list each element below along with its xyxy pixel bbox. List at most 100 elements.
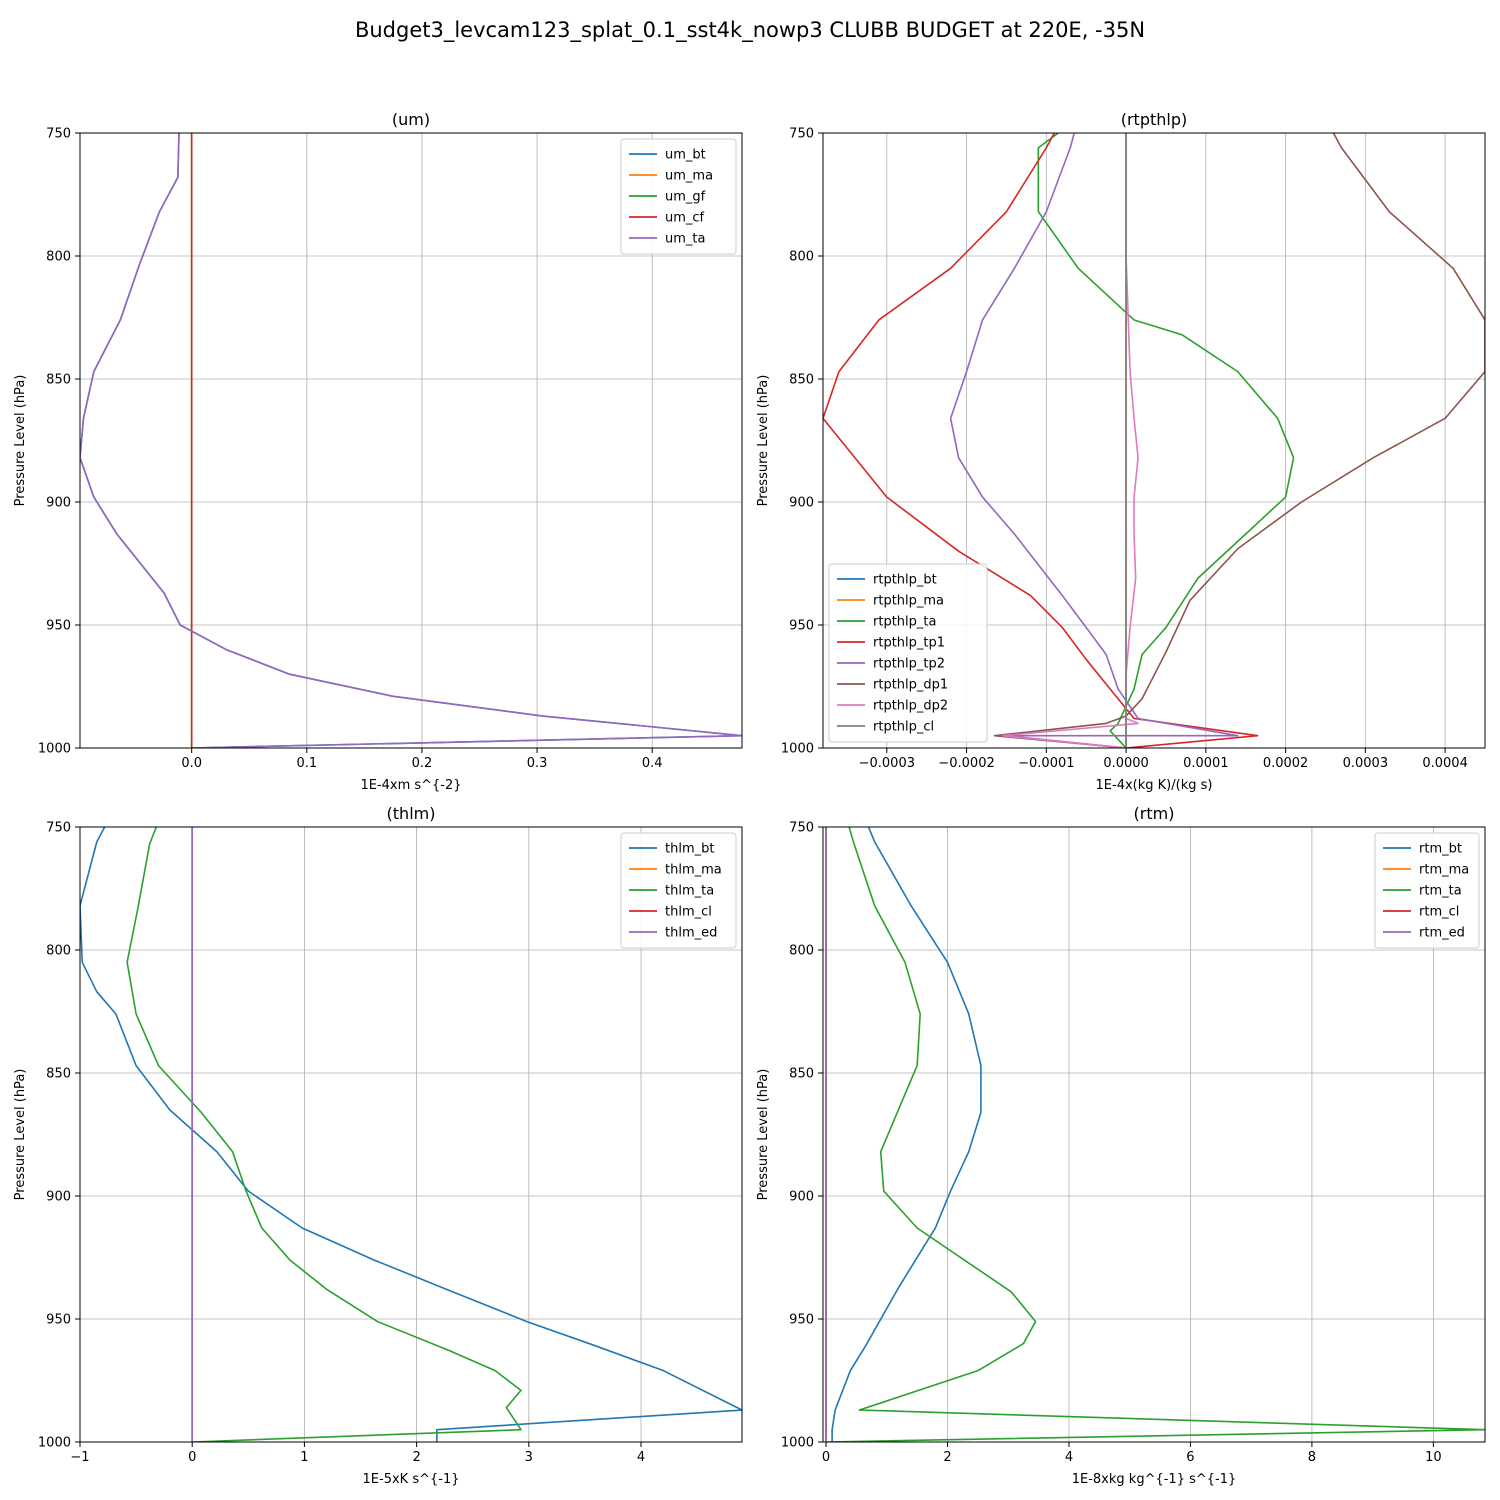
x-tick-label: 6 <box>1186 1450 1194 1465</box>
y-tick-label: 900 <box>789 496 814 511</box>
y-tick-label: 850 <box>46 373 71 388</box>
legend-label: rtm_bt <box>1419 842 1462 857</box>
y-tick-label: 1000 <box>781 742 814 757</box>
y-tick-label: 900 <box>46 496 71 511</box>
legend: um_bt um_ma um_gf um_cf um_ta <box>620 138 737 255</box>
x-axis-label: 1E-4x(kg K)/(kg s) <box>1096 778 1213 793</box>
y-tick-label: 800 <box>789 944 814 959</box>
x-tick-label: 0.4 <box>642 756 663 771</box>
y-tick-label: 800 <box>46 944 71 959</box>
x-tick-label: 0.3 <box>527 756 548 771</box>
legend-box <box>828 563 988 743</box>
series-group <box>80 827 742 1442</box>
x-tick-label: 0.1 <box>296 756 317 771</box>
legend-label: um_bt <box>665 148 706 163</box>
y-tick-label: 1000 <box>38 742 71 757</box>
legend-label: um_cf <box>665 211 705 226</box>
x-tick-label: 0.0003 <box>1343 756 1389 771</box>
y-tick-label: 900 <box>789 1190 814 1205</box>
series-group <box>825 827 1485 1442</box>
panel-1: 0.0 0.1 0.2 0.3 0.4 750 800 850 900 950 1000 (um) 1E… <box>13 110 743 793</box>
panel-title: (rtm) <box>1134 804 1175 823</box>
legend-label: thlm_bt <box>665 842 714 857</box>
legend-label: rtm_ta <box>1419 884 1462 899</box>
x-tick-label: 0 <box>822 1450 830 1465</box>
series-line-rtpthlp_dp1 <box>993 133 1485 748</box>
series-line-rtpthlp_tp2 <box>949 133 1239 748</box>
x-tick-label: 0.0001 <box>1183 756 1229 771</box>
x-tick-label: 4 <box>1065 1450 1073 1465</box>
axes-frame <box>822 132 1486 749</box>
y-tick-label: 950 <box>46 619 71 634</box>
panel-title: (thlm) <box>387 804 436 823</box>
panel-title: (rtpthlp) <box>1121 110 1188 129</box>
y-tick-label: 750 <box>46 821 71 836</box>
x-tick-label: 0.0004 <box>1422 756 1468 771</box>
legend-label: rtpthlp_ta <box>873 615 936 630</box>
y-tick-label: 950 <box>789 1313 814 1328</box>
y-tick-label: 750 <box>46 127 71 142</box>
y-tick-label: 850 <box>789 1067 814 1082</box>
x-tick-label: −0.0002 <box>938 756 994 771</box>
x-tick-label: 4 <box>637 1450 645 1465</box>
legend-box <box>1374 832 1480 949</box>
series-line-rtpthlp_ta <box>1037 133 1295 748</box>
x-tick-label: −0.0003 <box>859 756 915 771</box>
axes-frame <box>79 826 743 1443</box>
series-line-um_ta <box>80 133 742 748</box>
y-axis-label: Pressure Level (hPa) <box>756 1069 771 1201</box>
x-tick-label: 0.2 <box>412 756 433 771</box>
y-tick-label: 800 <box>789 250 814 265</box>
y-tick-label: 950 <box>46 1313 71 1328</box>
series-group <box>80 133 742 748</box>
legend-label: rtpthlp_cl <box>873 720 934 735</box>
legend-label: thlm_ta <box>665 884 714 899</box>
x-tick-label: 8 <box>1308 1450 1316 1465</box>
x-tick-label: 0.0002 <box>1263 756 1309 771</box>
y-tick-label: 900 <box>46 1190 71 1205</box>
series-line-rtm_ta <box>826 827 1485 1442</box>
y-tick-label: 850 <box>46 1067 71 1082</box>
y-tick-label: 800 <box>46 250 71 265</box>
y-tick-label: 1000 <box>38 1436 71 1451</box>
legend-label: rtpthlp_ma <box>873 594 944 609</box>
legend-label: um_gf <box>665 190 706 205</box>
y-tick-label: 950 <box>789 619 814 634</box>
legend-label: um_ma <box>665 169 713 184</box>
series-line-rtpthlp_tp1 <box>823 133 1259 748</box>
legend-label: rtm_ma <box>1419 863 1469 878</box>
x-tick-label: 2 <box>412 1450 420 1465</box>
legend-label: thlm_cl <box>665 905 712 920</box>
x-tick-label: 3 <box>525 1450 533 1465</box>
x-tick-label: 0 <box>188 1450 196 1465</box>
panel-title: (um) <box>392 110 430 129</box>
figure-suptitle: Budget3_levcam123_splat_0.1_sst4k_nowp3 … <box>355 18 1145 43</box>
y-tick-label: 850 <box>789 373 814 388</box>
y-tick-label: 750 <box>789 127 814 142</box>
series-line-thlm_bt <box>80 827 742 1442</box>
legend: rtm_bt rtm_ma rtm_ta rtm_cl rtm_ed <box>1374 832 1480 949</box>
x-axis-label: 1E-5xK s^{-1} <box>363 1472 460 1487</box>
x-tick-label: 0.0000 <box>1103 756 1149 771</box>
legend-label: rtpthlp_dp1 <box>873 678 948 693</box>
legend-label: rtpthlp_bt <box>873 573 937 588</box>
legend-label: thlm_ed <box>665 926 717 941</box>
series-group <box>823 133 1485 748</box>
legend: rtpthlp_bt rtpthlp_ma rtpthlp_ta rtpthlp_tp… <box>828 563 988 743</box>
legend-label: rtpthlp_tp2 <box>873 657 945 672</box>
x-tick-label: 10 <box>1425 1450 1442 1465</box>
axes-frame <box>822 826 1486 1443</box>
legend-label: rtpthlp_dp2 <box>873 699 948 714</box>
panel-3: −1 0 1 2 3 4 750 800 850 900 950 1000 (thlm) 1E-5xK s… <box>13 804 743 1487</box>
y-tick-label: 1000 <box>781 1436 814 1451</box>
x-tick-label: −1 <box>70 1450 89 1465</box>
series-line-rtpthlp_dp2 <box>1001 133 1139 748</box>
legend-label: um_ta <box>665 232 705 247</box>
legend: thlm_bt thlm_ma thlm_ta thlm_cl thlm_ed <box>620 832 737 949</box>
legend-box <box>620 138 737 255</box>
x-tick-label: 0.0 <box>181 756 202 771</box>
x-tick-label: 2 <box>943 1450 951 1465</box>
legend-label: rtm_ed <box>1419 926 1465 941</box>
